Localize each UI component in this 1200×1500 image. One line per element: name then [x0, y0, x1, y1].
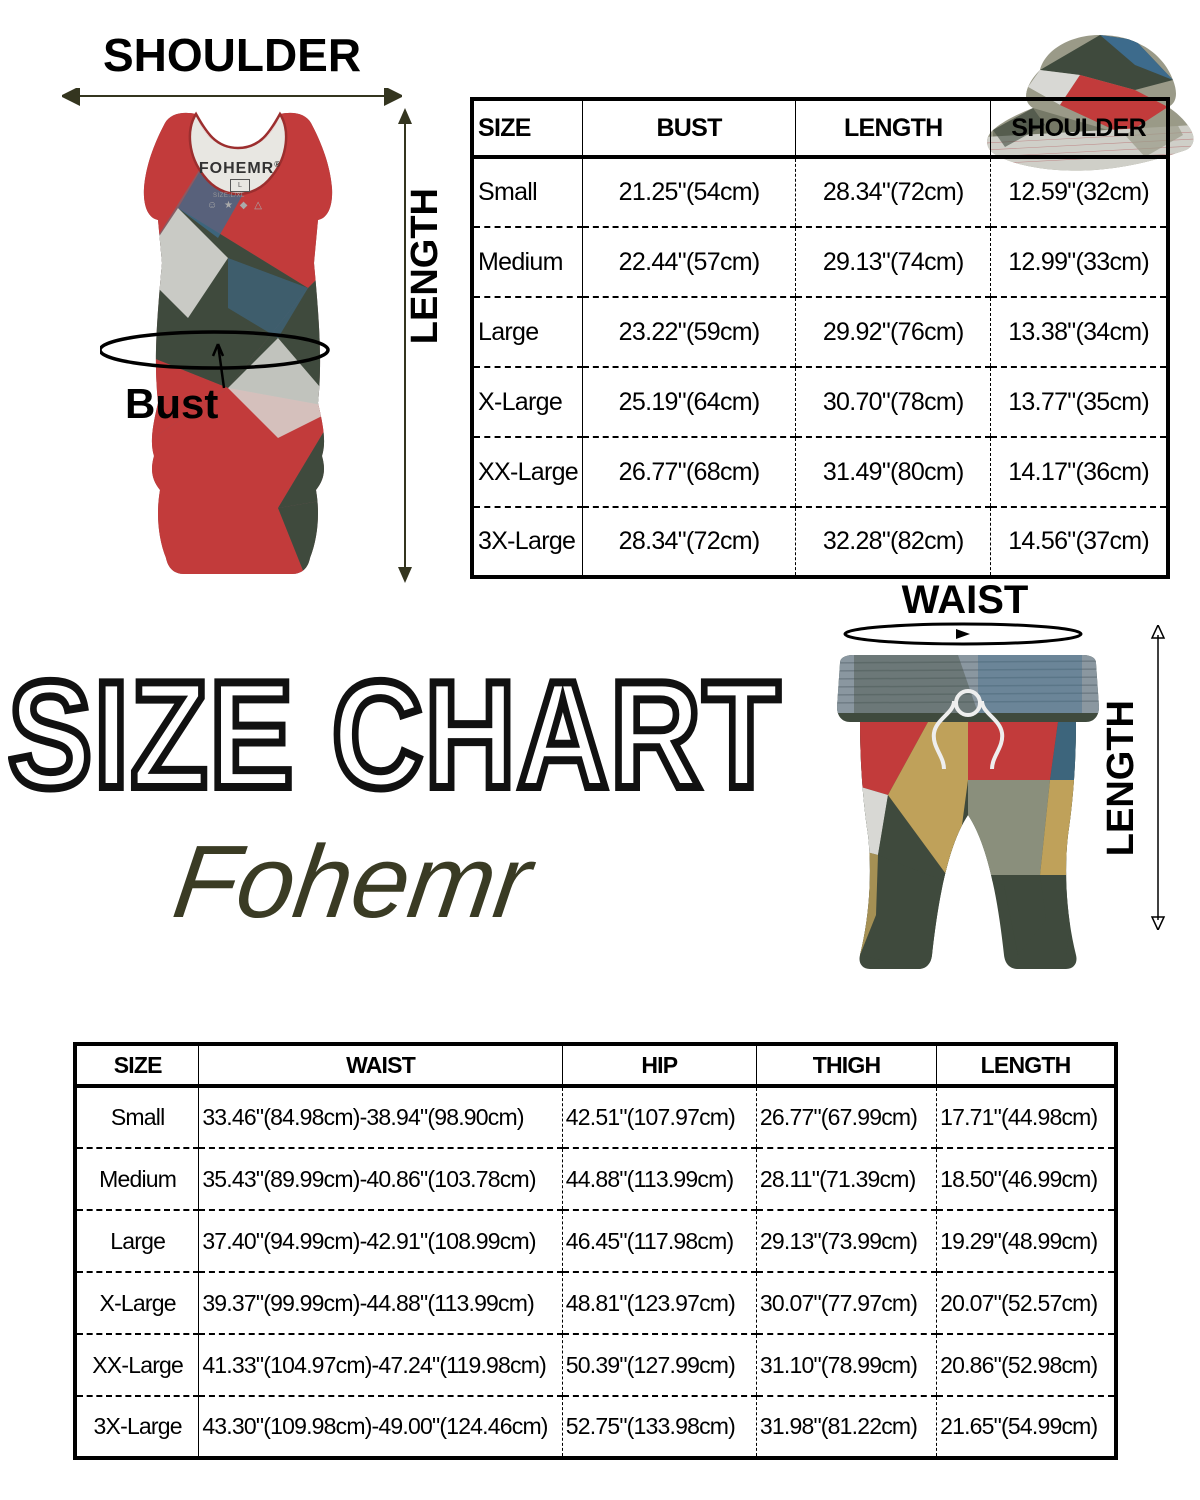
svg-text:Bust: Bust: [125, 380, 218, 420]
